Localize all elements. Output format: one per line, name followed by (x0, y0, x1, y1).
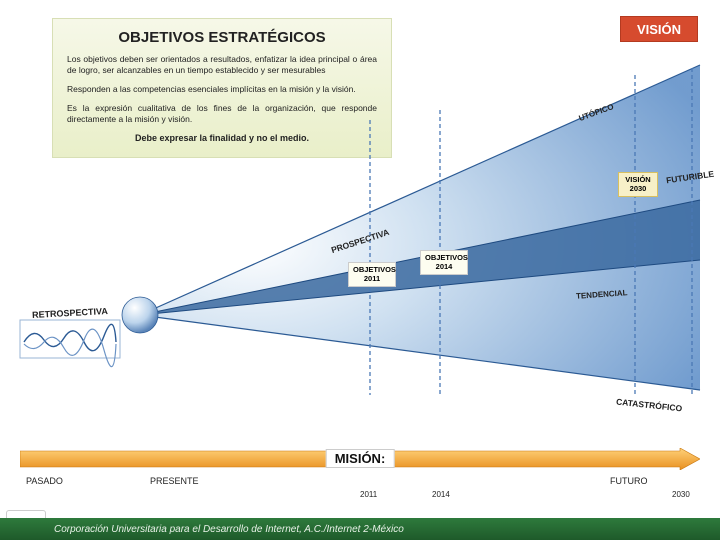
tl-presente: PRESENTE (150, 476, 199, 486)
vision-badge: VISIÓN (620, 16, 698, 42)
textbox-heading: OBJETIVOS ESTRATÉGICOS (67, 29, 377, 46)
tl-2030: 2030 (672, 490, 690, 499)
tl-2011: 2011 (360, 490, 377, 499)
tl-2014: 2014 (432, 490, 450, 499)
vision-2030-box: VISIÓN 2030 (618, 172, 658, 197)
footer-bar: Corporación Universitaria para el Desarr… (0, 518, 720, 540)
objetivos-2011-box: OBJETIVOS 2011 (348, 262, 396, 287)
tl-futuro: FUTURO (610, 476, 648, 486)
objetivos-2014-box: OBJETIVOS 2014 (420, 250, 468, 275)
tl-pasado: PASADO (26, 476, 63, 486)
mision-arrow-bar: MISIÓN: (20, 448, 700, 470)
slide-root: VISIÓN OBJETIVOS ESTRATÉGICOS Los objeti… (0, 0, 720, 540)
mision-label: MISIÓN: (326, 449, 395, 468)
footer-text: Corporación Universitaria para el Desarr… (54, 524, 404, 535)
